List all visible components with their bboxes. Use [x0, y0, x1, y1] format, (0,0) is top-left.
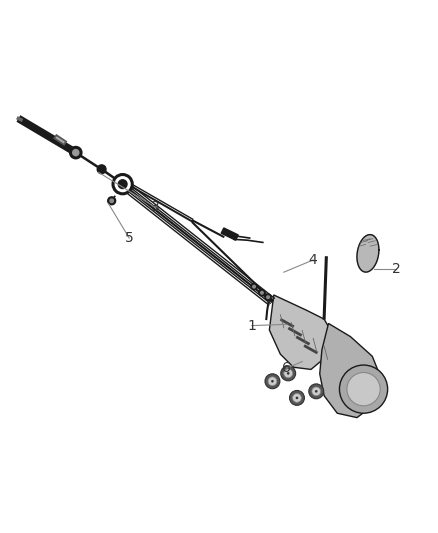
- Text: 4: 4: [309, 253, 318, 267]
- Circle shape: [108, 197, 116, 205]
- Circle shape: [281, 366, 296, 381]
- Polygon shape: [269, 295, 333, 369]
- Circle shape: [261, 292, 263, 294]
- Polygon shape: [221, 228, 238, 240]
- Circle shape: [70, 147, 82, 159]
- Circle shape: [259, 290, 265, 296]
- Circle shape: [113, 174, 132, 194]
- Circle shape: [284, 369, 293, 378]
- Polygon shape: [320, 324, 381, 418]
- Circle shape: [267, 296, 269, 298]
- Circle shape: [271, 380, 274, 383]
- Text: 3: 3: [151, 200, 160, 214]
- Circle shape: [268, 377, 277, 386]
- Circle shape: [347, 373, 380, 406]
- Circle shape: [253, 285, 255, 288]
- Circle shape: [293, 393, 301, 402]
- Circle shape: [315, 390, 318, 393]
- Circle shape: [312, 387, 321, 395]
- Circle shape: [309, 384, 324, 399]
- Circle shape: [265, 294, 271, 300]
- Circle shape: [73, 150, 79, 156]
- Circle shape: [118, 180, 127, 189]
- Text: 2: 2: [392, 262, 401, 276]
- Text: 6: 6: [283, 361, 291, 375]
- Circle shape: [110, 199, 113, 203]
- Circle shape: [290, 391, 304, 405]
- Circle shape: [287, 372, 290, 375]
- Circle shape: [97, 165, 106, 174]
- Circle shape: [251, 284, 257, 290]
- Polygon shape: [357, 235, 379, 272]
- Circle shape: [339, 365, 388, 413]
- Circle shape: [265, 374, 280, 389]
- Text: 5: 5: [125, 231, 134, 245]
- Text: 1: 1: [247, 319, 256, 333]
- Circle shape: [296, 397, 298, 399]
